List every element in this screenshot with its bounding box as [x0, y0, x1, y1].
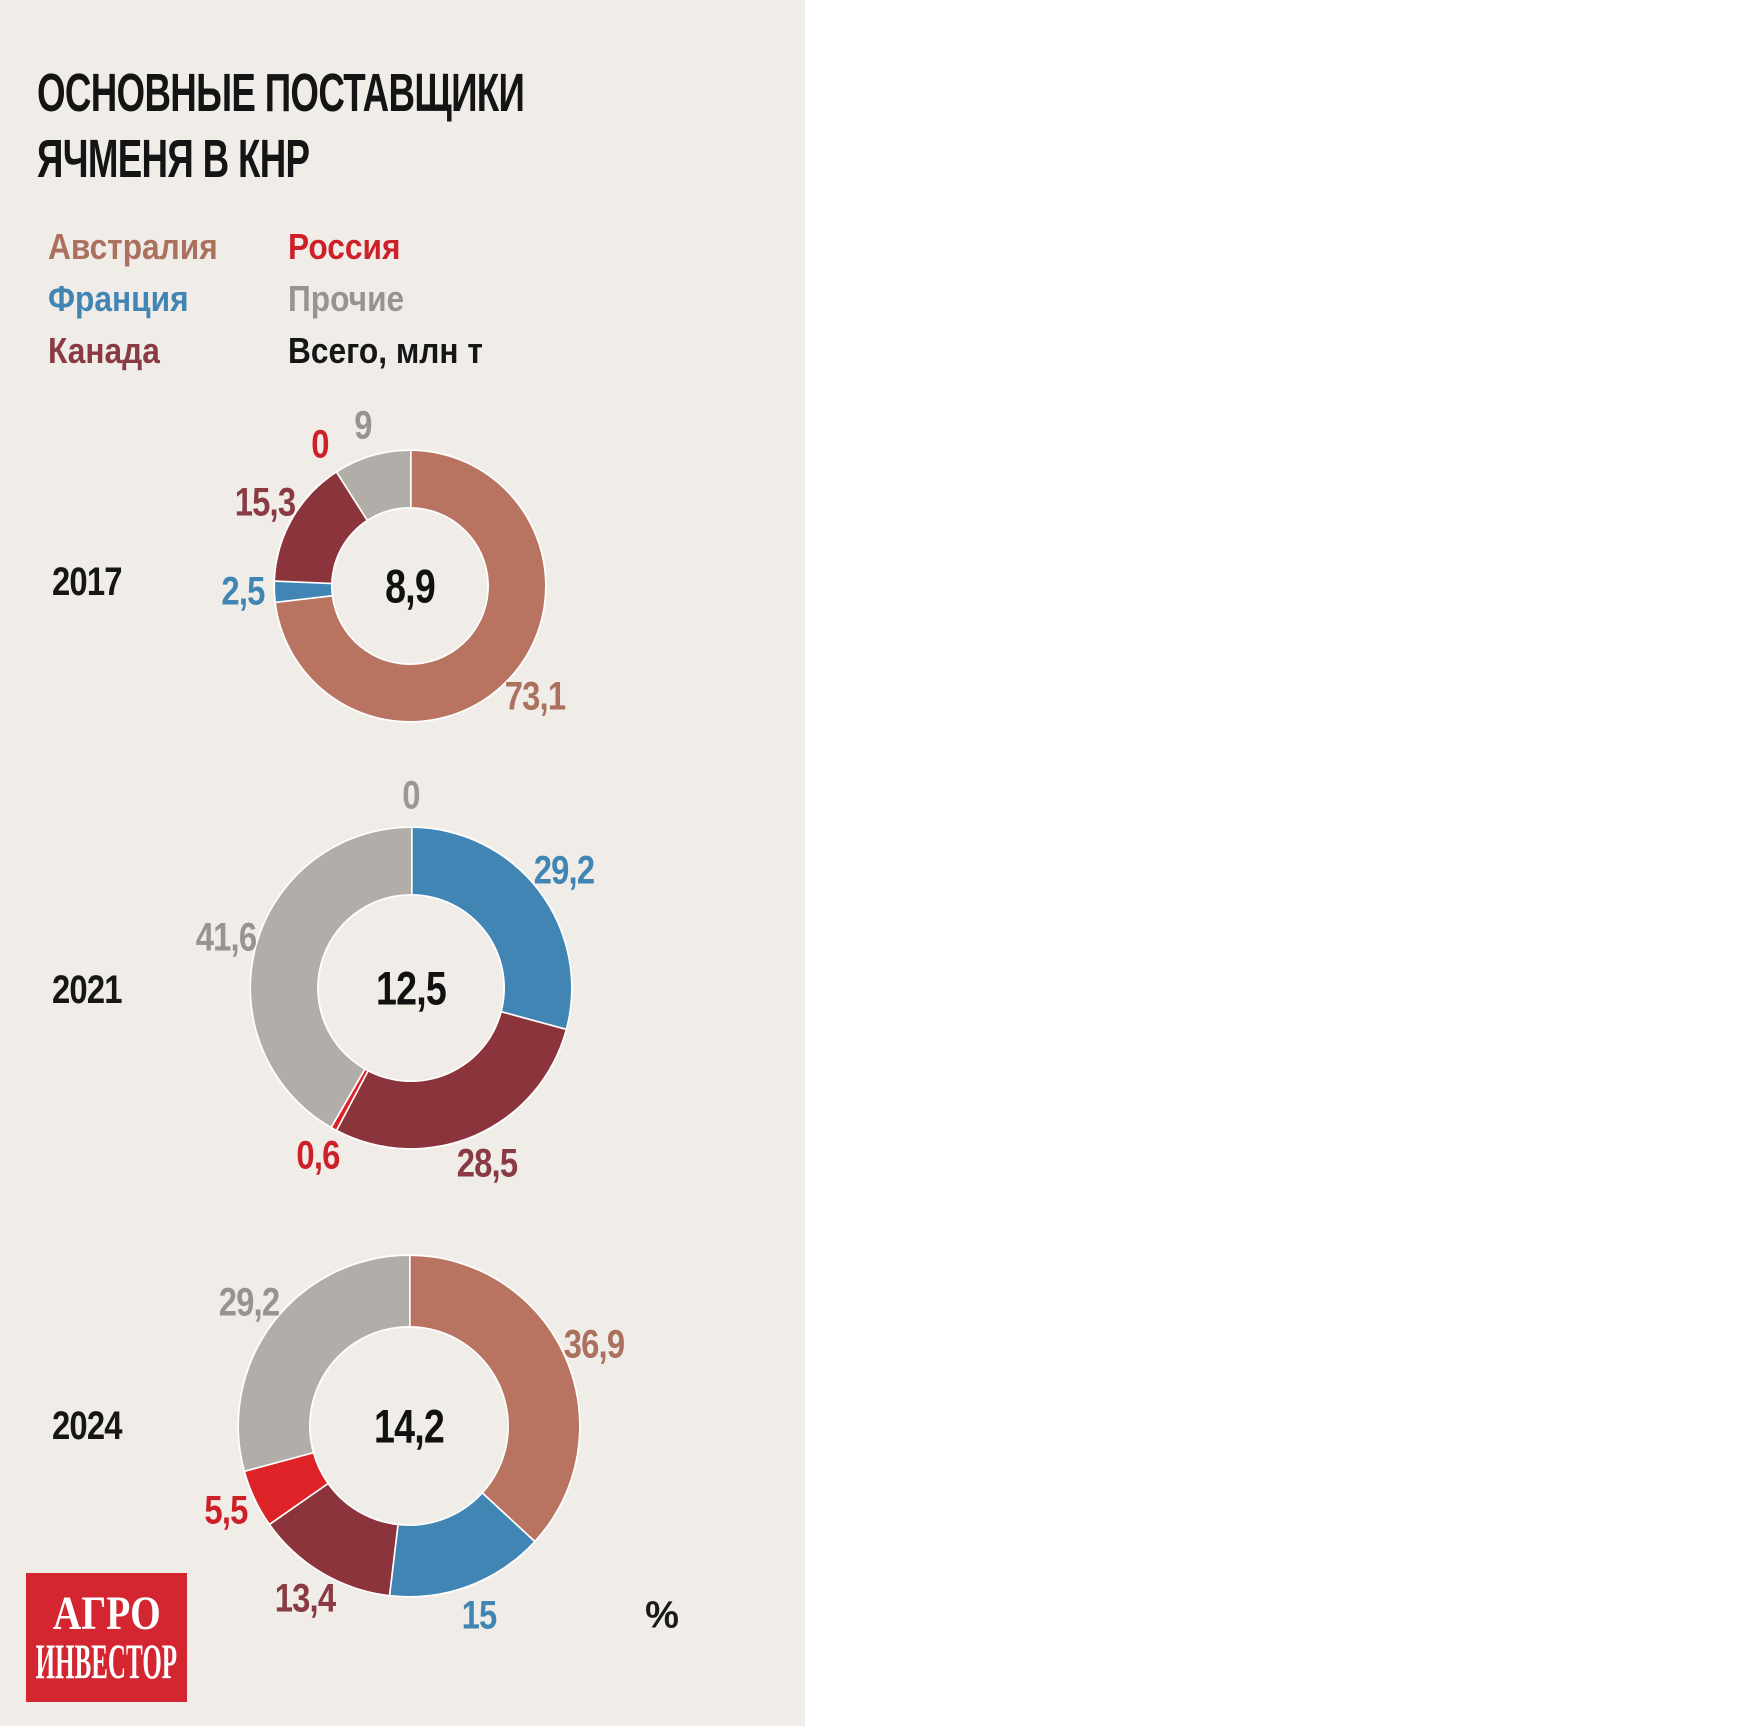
australia-value-label: 73,1 [504, 674, 566, 719]
legend-item-france: Франция [48, 278, 189, 319]
title-line1: ОСНОВНЫЕ ПОСТАВЩИКИ [37, 63, 525, 123]
france-value-label: 15 [461, 1593, 498, 1638]
page-title: ОСНОВНЫЕ ПОСТАВЩИКИ ЯЧМЕНЯ В КНР [37, 60, 525, 192]
year-label-2024: 2024 [52, 1404, 123, 1448]
year-label-2021: 2021 [52, 968, 123, 1012]
france-value-label: 29,2 [533, 848, 595, 893]
canada-value-label: 28,5 [456, 1141, 518, 1186]
total-label-2021: 12,5 [376, 961, 447, 1015]
canada-value-label: 15,3 [234, 480, 296, 525]
france-value-label: 2,5 [221, 569, 265, 614]
others-segment [249, 826, 413, 1129]
australia-value-label: 36,9 [563, 1322, 625, 1367]
legend-item-total: Всего, млн т [288, 330, 483, 371]
others-value-label: 41,6 [195, 915, 257, 960]
year-label-2017: 2017 [52, 560, 123, 604]
percent-unit-label: % [645, 1594, 679, 1637]
title-line2: ЯЧМЕНЯ В КНР [37, 129, 310, 189]
legend-item-russia: Россия [288, 226, 401, 267]
donut-chart-2021: 12,5 0 29,2 28,5 0,6 41,6 [181, 758, 641, 1218]
russia-value-label: 0,6 [296, 1133, 340, 1178]
legend-item-canada: Канада [48, 330, 160, 371]
donut-chart-2024: 14,2 36,9 15 13,4 5,5 29,2 [179, 1196, 639, 1656]
donut-chart-2017: 8,9 73,1 2,5 15,3 0 9 [180, 356, 640, 816]
others-segment [237, 1254, 411, 1473]
canada-value-label: 13,4 [274, 1576, 336, 1621]
france-segment [409, 826, 573, 1033]
others-segment [335, 449, 412, 522]
donut-2024-svg [237, 1254, 581, 1598]
logo-line2: ИНВЕСТОР [35, 1632, 178, 1689]
total-label-2017: 8,9 [385, 559, 436, 613]
infographic-panel: ОСНОВНЫЕ ПОСТАВЩИКИ ЯЧМЕНЯ В КНР Австрал… [0, 0, 805, 1726]
logo-line1: АГРО [52, 1586, 161, 1640]
donut-2017-svg [273, 449, 547, 723]
others-value-label: 9 [354, 403, 372, 448]
russia-value-label: 5,5 [204, 1488, 248, 1533]
legend-item-australia: Австралия [48, 226, 218, 267]
others-value-label: 29,2 [218, 1280, 280, 1325]
donut-2021-svg [249, 826, 573, 1150]
australia-segment [274, 449, 547, 723]
russia-value-label: 0 [311, 422, 329, 467]
canada-segment [333, 1010, 568, 1150]
australia-segment [407, 1254, 581, 1545]
legend-item-others: Прочие [288, 278, 405, 319]
agroinvestor-logo: АГРО ИНВЕСТОР [26, 1573, 187, 1702]
total-label-2024: 14,2 [374, 1399, 445, 1453]
australia-value-label: 0 [402, 773, 420, 818]
